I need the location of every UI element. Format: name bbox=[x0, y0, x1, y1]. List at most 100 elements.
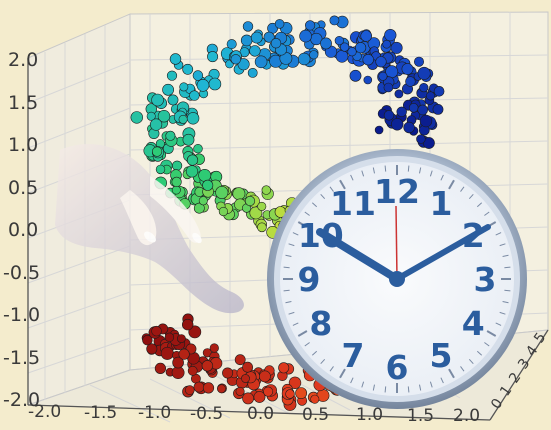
scatter-point bbox=[244, 195, 256, 207]
scatter-point bbox=[408, 103, 419, 113]
scatter-point bbox=[217, 384, 226, 394]
clock-tick bbox=[283, 289, 290, 292]
scatter-point bbox=[218, 206, 228, 217]
clock-numeral: 9 bbox=[298, 260, 321, 299]
scatter-point bbox=[403, 121, 415, 134]
clock-tick bbox=[304, 342, 310, 347]
clock-tick bbox=[419, 384, 422, 391]
scatter-point bbox=[232, 187, 246, 201]
scatter-point bbox=[309, 50, 319, 60]
clock-tick bbox=[440, 174, 444, 181]
scatter-point bbox=[188, 325, 202, 339]
clock-numeral: 11 bbox=[330, 184, 376, 223]
clock-numeral: 5 bbox=[430, 336, 453, 375]
scatter-point bbox=[334, 35, 344, 46]
scatter-point bbox=[261, 185, 271, 195]
clock-numeral: 3 bbox=[474, 260, 497, 299]
scatter-point bbox=[416, 134, 426, 144]
clock-numeral: 8 bbox=[309, 304, 332, 343]
clock-tick bbox=[448, 179, 455, 190]
y-tick: -0.5 bbox=[3, 262, 40, 284]
scatter-point bbox=[347, 47, 357, 57]
scatter-point bbox=[257, 222, 267, 233]
scatter-point bbox=[186, 154, 199, 166]
clock-tick bbox=[285, 254, 292, 257]
y-tick: -1.5 bbox=[3, 347, 40, 369]
y-tick: -2.0 bbox=[3, 389, 40, 411]
scatter-point bbox=[250, 31, 263, 44]
clock-tick bbox=[304, 211, 310, 216]
scatter-point bbox=[193, 202, 205, 214]
scatter-point bbox=[298, 52, 311, 66]
scatter-point bbox=[207, 51, 219, 63]
clock-tick bbox=[283, 266, 290, 269]
clock-tick bbox=[448, 368, 455, 379]
scatter-point bbox=[152, 146, 163, 157]
scatter-point bbox=[285, 389, 295, 399]
scatter-point bbox=[299, 29, 312, 43]
scatter-point bbox=[305, 20, 316, 31]
clock-numeral: 1 bbox=[430, 184, 453, 223]
scatter-point bbox=[182, 63, 194, 75]
scatter-point bbox=[249, 45, 261, 57]
scatter-point bbox=[432, 104, 444, 115]
scatter-point bbox=[274, 19, 285, 29]
y-tick: 2.0 bbox=[8, 49, 38, 71]
clock-tick bbox=[292, 232, 299, 236]
scatter-point bbox=[241, 374, 250, 383]
clock-numeral: 7 bbox=[342, 336, 365, 375]
scatter-point bbox=[258, 370, 271, 383]
scatter-point bbox=[150, 118, 163, 131]
scatter-point bbox=[215, 186, 229, 200]
scatter-point bbox=[253, 391, 266, 403]
scatter-point bbox=[230, 54, 242, 65]
scatter-point bbox=[335, 49, 349, 63]
clock-tick bbox=[499, 311, 506, 315]
clock-tick bbox=[311, 202, 318, 208]
clock-tick bbox=[292, 322, 299, 326]
clock-tick bbox=[339, 368, 346, 379]
scatter-point bbox=[169, 53, 182, 65]
scatter-point bbox=[202, 179, 214, 191]
scatter-point bbox=[155, 164, 166, 175]
scatter-point bbox=[242, 361, 253, 373]
scatter-point bbox=[413, 56, 424, 67]
scatter-point bbox=[164, 332, 175, 342]
clock-numeral: 4 bbox=[462, 304, 485, 343]
clock-tick bbox=[288, 311, 295, 315]
scatter-point bbox=[295, 387, 307, 399]
clock-tick bbox=[476, 202, 483, 208]
scatter-point bbox=[187, 365, 198, 376]
clock-tick bbox=[407, 165, 410, 172]
minute-hand bbox=[394, 224, 491, 282]
scatter-point bbox=[375, 56, 387, 68]
second-hand bbox=[395, 205, 398, 280]
clock-tick bbox=[486, 330, 497, 337]
scatter-point bbox=[329, 15, 340, 26]
scatter-point bbox=[171, 176, 182, 187]
scatter-point bbox=[257, 201, 267, 211]
clock-tick bbox=[361, 170, 365, 177]
scatter-point bbox=[142, 335, 153, 346]
scatter-point bbox=[178, 114, 188, 124]
scatter-point bbox=[263, 386, 274, 397]
scatter-point bbox=[198, 196, 208, 206]
scatter-point bbox=[234, 354, 246, 366]
scatter-point bbox=[374, 125, 384, 135]
scatter-point bbox=[176, 334, 186, 343]
clock-tick bbox=[407, 386, 410, 393]
clock-tick bbox=[320, 193, 326, 200]
scatter-point bbox=[382, 39, 392, 49]
scatter-point bbox=[189, 90, 200, 101]
clock-tick bbox=[440, 377, 444, 384]
scatter-point bbox=[160, 346, 174, 360]
scatter-point bbox=[172, 160, 183, 171]
scatter-point bbox=[417, 104, 429, 116]
clock-tick bbox=[372, 167, 375, 174]
scatter-point bbox=[419, 114, 433, 128]
clock-tick bbox=[297, 221, 308, 228]
scatter-point bbox=[209, 343, 219, 353]
scatter-point bbox=[166, 70, 178, 81]
